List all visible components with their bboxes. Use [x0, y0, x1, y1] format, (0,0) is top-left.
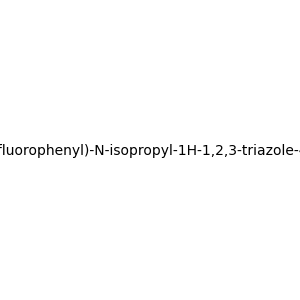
Text: 5-amino-1-(4-fluorophenyl)-N-isopropyl-1H-1,2,3-triazole-4-carboxamide: 5-amino-1-(4-fluorophenyl)-N-isopropyl-1… [0, 145, 300, 158]
